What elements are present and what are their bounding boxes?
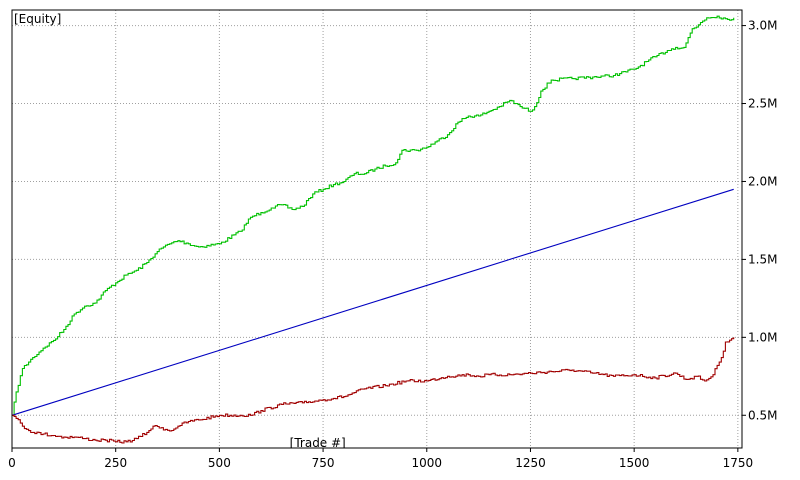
series-group <box>11 15 735 444</box>
y-tick-label: 3.0M <box>748 19 777 33</box>
x-tick-label: 1000 <box>411 456 442 470</box>
y-tick-label: 1.5M <box>748 252 777 266</box>
x-axis-ticks: 0 250 500 750 1000 1250 1500 1750 <box>8 448 753 470</box>
series-line-2 <box>11 188 734 416</box>
y-tick-label: 2.0M <box>748 174 777 188</box>
x-tick-label: 500 <box>208 456 231 470</box>
x-tick-label: 1750 <box>723 456 754 470</box>
x-tick-label: 750 <box>312 456 335 470</box>
x-tick-label: 250 <box>104 456 127 470</box>
y-tick-label: 1.0M <box>748 330 777 344</box>
plot-frame <box>11 9 743 449</box>
series-line-3 <box>12 337 735 444</box>
grid-lines <box>12 10 742 448</box>
x-axis-label: [Trade #] <box>290 436 346 450</box>
series-line-1 <box>12 15 735 416</box>
chart-title: [Equity] <box>14 12 61 26</box>
y-tick-label: 0.5M <box>748 408 777 422</box>
x-tick-label: 1250 <box>515 456 546 470</box>
x-tick-label: 0 <box>8 456 16 470</box>
y-axis-ticks: 0.5M 1.0M 1.5M 2.0M 2.5M 3.0M <box>742 19 777 422</box>
x-tick-label: 1500 <box>619 456 650 470</box>
y-tick-label: 2.5M <box>748 97 777 111</box>
